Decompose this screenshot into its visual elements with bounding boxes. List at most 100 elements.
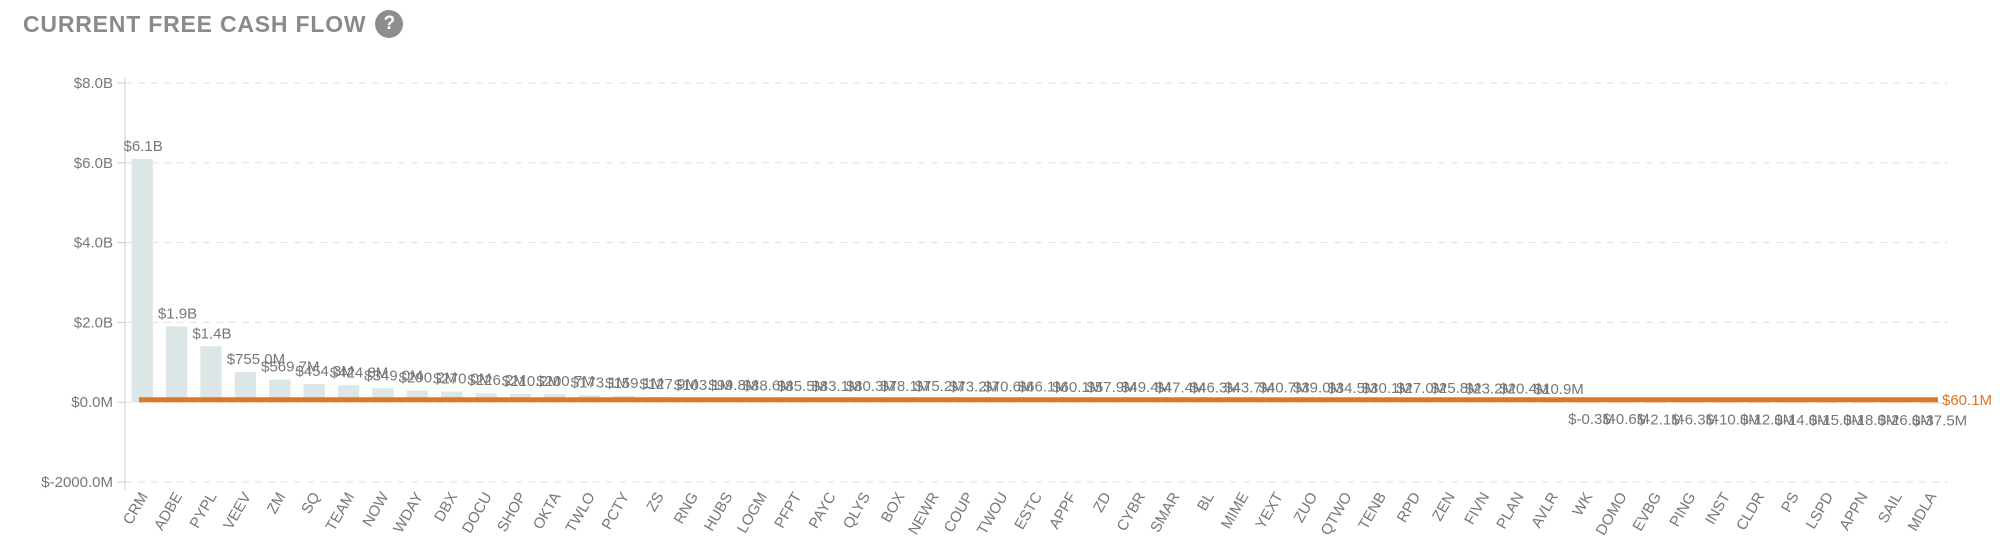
data-label: $83.1M [811, 378, 861, 395]
x-tick-label: PFPT [771, 490, 805, 532]
x-tick-label: EVBG [1630, 490, 1666, 535]
data-label: $43.7M [1224, 379, 1274, 396]
data-label: $99.8M [708, 377, 758, 394]
data-label: $755.0M [227, 351, 285, 368]
bar-cldr[interactable] [1748, 402, 1770, 404]
x-tick-label: SMAR [1147, 489, 1183, 535]
x-tick-label: TWLO [562, 490, 598, 536]
data-label: $-12.0M [1740, 412, 1795, 429]
x-tick-label: TWOU [974, 490, 1012, 538]
help-icon[interactable]: ? [375, 10, 404, 38]
x-tick-label: PAYC [806, 489, 840, 531]
bar-lspd[interactable] [1816, 402, 1839, 404]
x-tick-label: ZS [643, 490, 667, 515]
x-tick-label: APPN [1836, 490, 1871, 534]
data-label: $20.4M [1499, 380, 1549, 397]
x-tick-label: QLYS [840, 490, 874, 532]
data-label: $30.1M [1362, 380, 1412, 397]
bar-pypl[interactable] [200, 346, 222, 403]
data-label: $34.5M [1327, 380, 1377, 397]
bar-wk[interactable] [1576, 402, 1598, 404]
data-label: $49.4M [1121, 379, 1171, 396]
data-label: $270.0M [433, 370, 491, 387]
bar-evbg[interactable] [1644, 402, 1667, 404]
x-tick-label: HUBS [701, 490, 737, 535]
x-tick-label: ZUO [1291, 490, 1322, 526]
y-tick-label: $0.0M [71, 394, 113, 411]
data-label: $290.2M [399, 370, 457, 387]
bar-zm[interactable] [269, 379, 291, 403]
data-label: $78.1M [880, 378, 930, 395]
y-tick-label: $4.0B [74, 235, 113, 252]
bar-wday[interactable] [406, 390, 429, 403]
x-tick-label: APPF [1046, 490, 1080, 532]
bar-appn[interactable] [1851, 402, 1873, 404]
data-label: $-0.3M [1568, 411, 1615, 428]
x-tick-label: CRM [120, 490, 152, 528]
data-label: $23.2M [1465, 380, 1515, 397]
x-tick-label: SAIL [1875, 490, 1906, 527]
bar-inst[interactable] [1713, 402, 1736, 404]
x-tick-label: ESTC [1011, 489, 1046, 532]
data-label: $-26.0M [1878, 412, 1933, 429]
data-label: $10.9M [1534, 381, 1584, 398]
x-tick-label: NOW [359, 489, 392, 530]
data-label: $-18.0M [1843, 412, 1898, 429]
x-tick-label: SQ [298, 490, 324, 517]
data-label: $424.8M [330, 364, 388, 381]
x-tick-label: ADBE [151, 490, 186, 534]
x-tick-label: CLDR [1733, 489, 1768, 533]
data-label: $88.6M [743, 378, 793, 395]
x-tick-label: RPD [1394, 489, 1425, 525]
bar-dbx[interactable] [441, 391, 463, 403]
data-label: $210.2M [502, 373, 560, 390]
data-label: $47.4M [1155, 379, 1205, 396]
data-label: $-37.5M [1912, 413, 1967, 430]
x-tick-label: ZEN [1429, 490, 1459, 524]
chart-title: CURRENT FREE CASH FLOW [23, 10, 367, 37]
data-label: $27.0M [1396, 380, 1446, 397]
x-tick-label: PING [1666, 490, 1699, 530]
data-label: $454.3M [296, 363, 354, 380]
bar-mdla[interactable] [1920, 402, 1942, 404]
data-label: $-14.0M [1775, 412, 1830, 429]
x-tick-label: LOGM [734, 490, 771, 537]
data-label: $75.2M [915, 378, 965, 395]
data-label: $60.1M [1052, 379, 1102, 396]
bar-veev[interactable] [234, 372, 257, 403]
bar-adbe[interactable] [165, 326, 188, 403]
bar-ps[interactable] [1782, 402, 1804, 404]
x-tick-label: YEXT [1252, 490, 1286, 532]
bar-ping[interactable] [1679, 402, 1701, 404]
data-label: $1.9B [158, 305, 197, 322]
x-tick-label: NEWR [905, 489, 943, 537]
data-label: $1.4B [192, 325, 231, 342]
data-label: $66.1M [1018, 379, 1068, 396]
x-tick-label: INST [1702, 490, 1734, 528]
data-label: $80.3M [846, 378, 896, 395]
x-tick-label: ZM [264, 490, 290, 517]
x-tick-label: WDAY [390, 490, 427, 537]
x-tick-label: PLAN [1493, 490, 1527, 532]
x-tick-label: SHOP [494, 490, 530, 535]
data-label: $-15.0M [1809, 412, 1864, 429]
bar-domo[interactable] [1610, 402, 1632, 404]
bar-sail[interactable] [1885, 402, 1908, 404]
x-tick-label: MIME [1218, 490, 1252, 532]
x-tick-label: BL [1194, 490, 1218, 514]
data-label: $103.1M [674, 377, 732, 394]
data-label: $73.2M [949, 378, 999, 395]
x-tick-label: LSPD [1803, 489, 1837, 532]
data-label: $-0.6M [1603, 411, 1650, 428]
bar-crm[interactable] [131, 158, 153, 403]
x-tick-label: CYBR [1114, 489, 1150, 534]
x-tick-label: RNG [671, 490, 702, 527]
data-label: $173.1M [571, 374, 629, 391]
data-label: $39.0M [1293, 380, 1343, 397]
x-tick-label: DOCU [459, 490, 496, 537]
x-tick-label: TEAM [322, 490, 358, 535]
data-label: $-2.1M [1637, 411, 1684, 428]
y-tick-label: $6.0B [74, 155, 113, 172]
x-tick-label: FIVN [1461, 490, 1493, 528]
